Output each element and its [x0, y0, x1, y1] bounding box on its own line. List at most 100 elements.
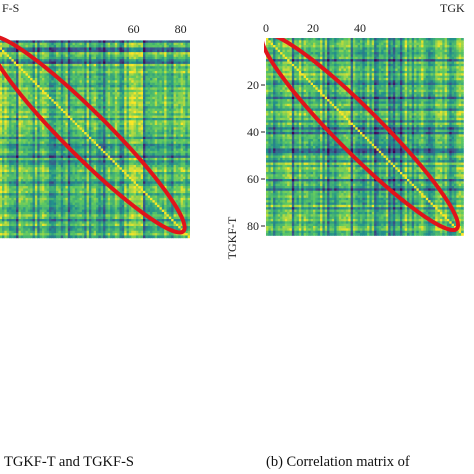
heatmap-cell: [60, 167, 64, 171]
heatmap-cell: [74, 59, 78, 62]
heatmap-cell: [81, 113, 85, 116]
heatmap-cell: [168, 45, 172, 48]
heatmap-cell: [133, 42, 137, 46]
heatmap-cell: [63, 89, 66, 93]
heatmap-cell: [86, 115, 90, 119]
heatmap-cell: [157, 134, 160, 138]
heatmap-cell: [121, 122, 125, 126]
heatmap-cell: [0, 174, 3, 178]
heatmap-cell: [175, 61, 179, 65]
heatmap-cell: [65, 73, 69, 77]
heatmap-cell: [58, 103, 62, 107]
heatmap-cell: [37, 78, 40, 81]
heatmap-cell: [58, 40, 62, 44]
heatmap-cell: [112, 70, 116, 74]
heatmap-cell: [44, 176, 48, 180]
heatmap-cell: [112, 68, 116, 72]
heatmap-cell: [25, 146, 29, 149]
heatmap-cell: [112, 143, 116, 147]
heatmap-cell: [65, 132, 69, 135]
heatmap-cell: [23, 172, 26, 175]
heatmap-cell: [117, 99, 120, 102]
heatmap-cell: [41, 92, 45, 95]
heatmap-cell: [135, 87, 139, 91]
heatmap-cell: [13, 176, 17, 180]
heatmap-cell: [131, 40, 134, 44]
heatmap-cell: [53, 103, 57, 107]
heatmap-cell: [154, 153, 158, 156]
heatmap-cell: [185, 80, 189, 84]
heatmap-cell: [185, 45, 189, 48]
heatmap-cell: [124, 115, 127, 119]
heatmap-cell: [150, 115, 153, 119]
heatmap-cell: [79, 47, 83, 51]
heatmap-cell: [79, 136, 83, 140]
heatmap-cell: [110, 113, 113, 116]
heatmap-cell: [13, 132, 17, 135]
heatmap-cell: [107, 155, 111, 159]
heatmap-cell: [44, 92, 48, 95]
heatmap-cell: [140, 150, 144, 154]
heatmap-cell: [178, 143, 181, 147]
heatmap-cell: [133, 49, 137, 53]
heatmap-cell: [37, 150, 40, 154]
heatmap-cell: [166, 150, 170, 154]
heatmap-cell: [79, 87, 83, 91]
heatmap-cell: [56, 141, 59, 145]
heatmap-cell: [6, 68, 10, 72]
heatmap-cell: [27, 85, 31, 88]
heatmap-cell: [152, 155, 156, 159]
heatmap-cell: [143, 139, 146, 142]
heatmap-cell: [96, 82, 99, 86]
heatmap-cell: [11, 47, 15, 51]
heatmap-cell: [135, 113, 139, 116]
heatmap-cell: [18, 49, 22, 53]
heatmap-cell: [175, 94, 179, 98]
heatmap-cell: [25, 172, 29, 175]
heatmap-cell: [128, 113, 132, 116]
heatmap-cell: [30, 45, 33, 48]
heatmap-cell: [25, 96, 29, 100]
heatmap-cell: [34, 125, 38, 128]
heatmap-cell: [173, 139, 177, 142]
heatmap-cell: [53, 92, 57, 95]
heatmap-cell: [168, 169, 172, 173]
heatmap-cell: [53, 179, 57, 182]
heatmap-cell: [157, 146, 160, 149]
heatmap-cell: [53, 169, 57, 173]
heatmap-cell: [56, 120, 59, 124]
heatmap-cell: [65, 54, 69, 58]
heatmap-cell: [173, 115, 177, 119]
heatmap-cell: [100, 73, 104, 77]
heatmap-cell: [100, 143, 104, 147]
heatmap-cell: [88, 66, 92, 69]
heatmap-cell: [121, 66, 125, 69]
heatmap-cell: [25, 78, 29, 81]
heatmap-cell: [9, 167, 12, 171]
heatmap-cell: [77, 52, 80, 55]
heatmap-cell: [18, 176, 22, 180]
heatmap-cell: [121, 47, 125, 51]
heatmap-cell: [32, 146, 36, 149]
heatmap-cell: [124, 78, 127, 81]
heatmap-cell: [91, 82, 95, 86]
heatmap-cell: [171, 113, 174, 116]
heatmap-cell: [72, 179, 76, 182]
heatmap-cell: [159, 169, 163, 173]
heatmap-cell: [49, 120, 52, 124]
heatmap-cell: [37, 85, 40, 88]
heatmap-cell: [72, 167, 76, 171]
heatmap-cell: [58, 47, 62, 51]
heatmap-cell: [11, 132, 15, 135]
heatmap-cell: [180, 157, 184, 161]
heatmap-cell: [187, 150, 190, 154]
heatmap-cell: [140, 42, 144, 46]
heatmap-cell: [32, 179, 36, 182]
heatmap-cell: [180, 167, 184, 171]
heatmap-cell: [88, 92, 92, 95]
heatmap-cell: [157, 120, 160, 124]
heatmap-cell: [124, 99, 127, 102]
heatmap-cell: [0, 45, 3, 48]
heatmap-cell: [9, 155, 12, 159]
heatmap-cell: [0, 101, 3, 105]
